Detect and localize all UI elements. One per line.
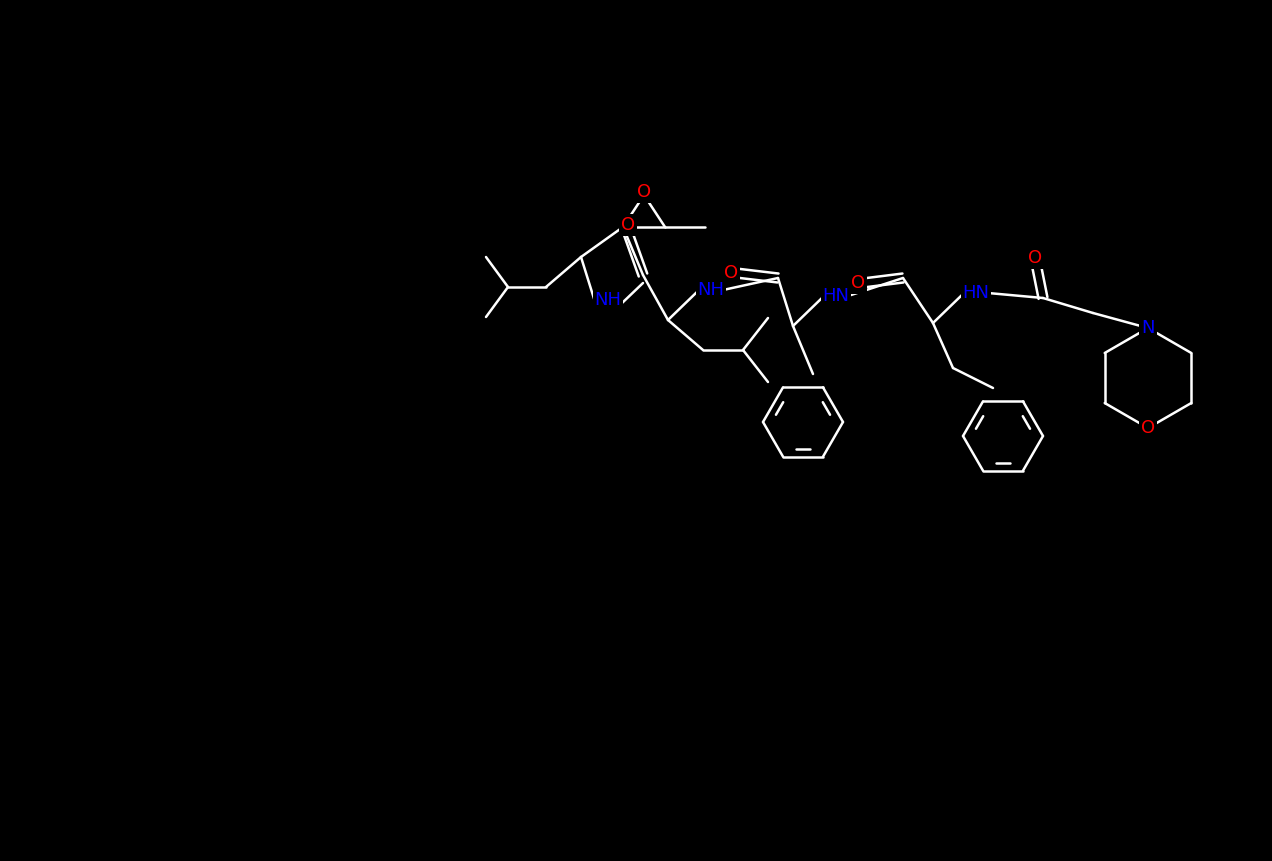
Text: O: O [851,274,865,292]
Text: O: O [621,216,635,234]
Text: O: O [1028,249,1042,267]
Text: O: O [724,264,738,282]
Text: NH: NH [594,291,622,309]
Text: HN: HN [963,284,990,302]
Text: NH: NH [697,281,725,299]
Text: HN: HN [823,287,850,305]
Text: N: N [1141,319,1155,337]
Text: O: O [637,183,651,201]
Text: O: O [1141,419,1155,437]
